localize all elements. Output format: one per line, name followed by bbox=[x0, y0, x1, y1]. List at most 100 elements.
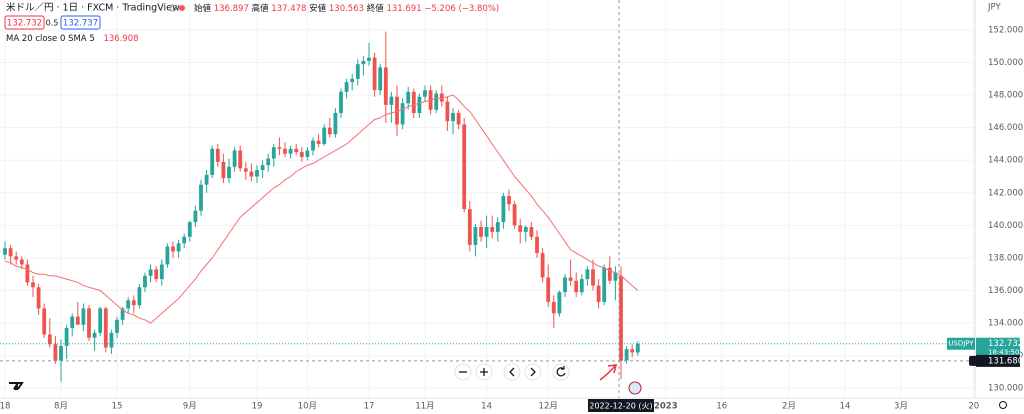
x-tick-label: 14 bbox=[481, 402, 492, 412]
label: 終値 bbox=[367, 3, 385, 14]
bid[interactable]: 132.732 bbox=[7, 19, 42, 29]
candle-body bbox=[305, 150, 310, 157]
candle-body bbox=[8, 248, 13, 257]
candle-body bbox=[596, 285, 601, 302]
candle-body bbox=[70, 316, 75, 328]
plot bbox=[0, 31, 975, 382]
candle-body bbox=[574, 280, 579, 293]
value: 136.897 bbox=[214, 4, 249, 14]
last-price: 132.732 bbox=[988, 339, 1023, 349]
candle-body bbox=[75, 316, 80, 325]
candle-body bbox=[126, 300, 131, 309]
candle-body bbox=[490, 227, 495, 232]
ask-button[interactable] bbox=[60, 15, 101, 30]
candle-body bbox=[568, 277, 573, 281]
y-tick-label: 142.000 bbox=[988, 188, 1023, 198]
candle-body bbox=[311, 140, 315, 151]
candle-body bbox=[193, 210, 198, 223]
candle-body bbox=[630, 349, 635, 353]
candle-body bbox=[518, 225, 523, 232]
candle-body bbox=[227, 166, 231, 179]
candle-body bbox=[378, 67, 383, 91]
candle-body bbox=[120, 308, 125, 320]
candle-body bbox=[148, 269, 153, 276]
y-tick-label: 134.000 bbox=[988, 319, 1023, 329]
icon bbox=[556, 366, 566, 377]
x-tick-label: 2月 bbox=[782, 402, 796, 412]
candle-body bbox=[591, 269, 595, 286]
candle-body bbox=[255, 170, 259, 177]
logo bbox=[9, 382, 24, 390]
candle-body bbox=[64, 327, 69, 346]
candle-body bbox=[495, 222, 500, 232]
settings[interactable] bbox=[999, 401, 1007, 409]
candle-body bbox=[333, 113, 338, 135]
candle-body bbox=[350, 78, 355, 83]
y-tick-label: 144.000 bbox=[988, 156, 1023, 166]
candle-body bbox=[299, 152, 304, 157]
candle-body bbox=[3, 248, 7, 255]
icon bbox=[509, 367, 515, 377]
label: 始値 bbox=[194, 3, 212, 14]
value: 137.478 bbox=[271, 4, 306, 14]
bid-button[interactable] bbox=[4, 15, 45, 30]
last-price-badge bbox=[976, 337, 1020, 359]
candle-body bbox=[344, 82, 349, 92]
candle-body bbox=[154, 269, 159, 280]
candle-body bbox=[25, 264, 30, 283]
candle-body bbox=[81, 308, 86, 325]
crosshair-date-box bbox=[588, 399, 654, 412]
y-tick-label: 146.000 bbox=[988, 123, 1023, 133]
candle-body bbox=[624, 349, 629, 361]
crosshair-add bbox=[969, 355, 979, 366]
candle-body bbox=[53, 344, 58, 361]
x-tick-label: 20 bbox=[968, 402, 979, 412]
icon bbox=[480, 368, 488, 376]
x-tick-label: 10月 bbox=[298, 402, 317, 412]
status-dot bbox=[179, 5, 185, 11]
candle-body bbox=[551, 301, 556, 314]
candle-body bbox=[215, 148, 220, 162]
y-tick-label: 152.000 bbox=[988, 25, 1023, 35]
candle-body bbox=[451, 113, 455, 122]
candle-body bbox=[456, 113, 461, 125]
grid bbox=[0, 0, 975, 398]
label: 高値 bbox=[252, 3, 270, 14]
candle-body bbox=[31, 282, 35, 288]
candle-body bbox=[423, 90, 427, 97]
candle-body bbox=[579, 279, 584, 293]
scroll-left[interactable] bbox=[503, 363, 521, 381]
x-tick-label: 9月 bbox=[183, 402, 197, 412]
annotation-arrow bbox=[599, 364, 618, 381]
ask[interactable]: 132.737 bbox=[63, 19, 98, 29]
candle-body bbox=[159, 264, 164, 280]
candle-body bbox=[288, 148, 293, 154]
candle-body bbox=[563, 277, 567, 293]
axes: 130.000132.000134.000136.000138.000140.0… bbox=[0, 25, 1023, 412]
scroll-right[interactable] bbox=[524, 363, 542, 381]
candle-body bbox=[238, 150, 243, 169]
crosshair-price: 131.680 bbox=[988, 356, 1023, 366]
x-tick-label: 12月 bbox=[539, 402, 558, 412]
candle-body bbox=[339, 91, 343, 114]
candle-body bbox=[131, 300, 136, 306]
x-tick-label: 15 bbox=[112, 402, 123, 412]
candle-body bbox=[546, 277, 551, 302]
symbol: USDJPY bbox=[948, 340, 974, 348]
ohlc-legend: 始値 136.897 高値 137.478 安値 130.563 終値 131.… bbox=[194, 3, 499, 14]
candle-body bbox=[98, 308, 103, 333]
candle-body bbox=[92, 332, 97, 338]
candle-body bbox=[602, 267, 607, 302]
y-tick-label: 136.000 bbox=[988, 286, 1023, 296]
status-dot bbox=[169, 4, 177, 12]
event-flag[interactable] bbox=[628, 381, 642, 395]
candle-body bbox=[529, 227, 534, 237]
x-tick-label: 17 bbox=[364, 402, 375, 412]
candle-body bbox=[462, 124, 467, 210]
candle-body bbox=[473, 227, 478, 245]
candle-body bbox=[585, 269, 590, 280]
candle-body bbox=[137, 287, 142, 306]
candle-body bbox=[367, 57, 371, 61]
y-tick-label: 138.000 bbox=[988, 253, 1023, 263]
reset[interactable] bbox=[552, 363, 570, 381]
